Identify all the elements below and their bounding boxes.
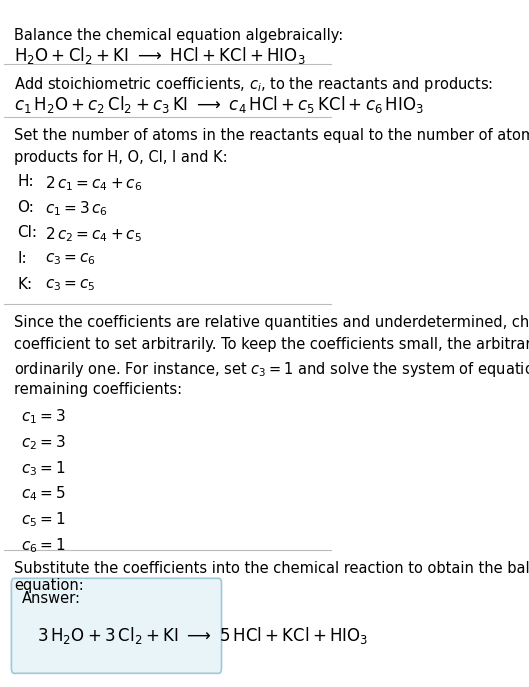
Text: $c_1\,\mathrm{H_2O} + c_2\,\mathrm{Cl_2} + c_3\,\mathrm{KI} \ \longrightarrow \ : $c_1\,\mathrm{H_2O} + c_2\,\mathrm{Cl_2}…	[14, 93, 424, 115]
Text: $c_5 = 1$: $c_5 = 1$	[21, 510, 65, 529]
Text: products for H, O, Cl, I and K:: products for H, O, Cl, I and K:	[14, 150, 227, 165]
Text: H:: H:	[17, 174, 34, 189]
Text: O:: O:	[17, 200, 34, 214]
Text: $c_1 = 3$: $c_1 = 3$	[21, 407, 66, 426]
Text: $c_3 = c_6$: $c_3 = c_6$	[45, 251, 96, 267]
Text: K:: K:	[17, 277, 32, 292]
Text: coefficient to set arbitrarily. To keep the coefficients small, the arbitrary va: coefficient to set arbitrarily. To keep …	[14, 337, 529, 352]
Text: Since the coefficients are relative quantities and underdetermined, choose a: Since the coefficients are relative quan…	[14, 315, 529, 330]
Text: remaining coefficients:: remaining coefficients:	[14, 382, 182, 397]
Text: $\mathrm{H_2O + Cl_2 + KI \ \longrightarrow \ HCl + KCl + HIO_3}$: $\mathrm{H_2O + Cl_2 + KI \ \longrightar…	[14, 45, 306, 66]
Text: Substitute the coefficients into the chemical reaction to obtain the balanced: Substitute the coefficients into the che…	[14, 561, 529, 576]
Text: $3\,\mathrm{H_2O} + 3\,\mathrm{Cl_2} + \mathrm{KI} \ \longrightarrow \ 5\,\mathr: $3\,\mathrm{H_2O} + 3\,\mathrm{Cl_2} + \…	[37, 625, 368, 646]
Text: $c_3 = 1$: $c_3 = 1$	[21, 459, 65, 477]
Text: ordinarily one. For instance, set $c_3 = 1$ and solve the system of equations fo: ordinarily one. For instance, set $c_3 =…	[14, 360, 529, 379]
Text: Balance the chemical equation algebraically:: Balance the chemical equation algebraica…	[14, 28, 343, 43]
Text: $2\,c_1 = c_4 + c_6$: $2\,c_1 = c_4 + c_6$	[45, 174, 142, 192]
Text: $2\,c_2 = c_4 + c_5$: $2\,c_2 = c_4 + c_5$	[45, 225, 142, 244]
Text: $c_3 = c_5$: $c_3 = c_5$	[45, 277, 96, 293]
Text: Answer:: Answer:	[22, 591, 81, 605]
FancyBboxPatch shape	[12, 578, 222, 673]
Text: $c_1 = 3\,c_6$: $c_1 = 3\,c_6$	[45, 200, 108, 218]
Text: $c_4 = 5$: $c_4 = 5$	[21, 484, 65, 504]
Text: Set the number of atoms in the reactants equal to the number of atoms in the: Set the number of atoms in the reactants…	[14, 128, 529, 143]
Text: $c_2 = 3$: $c_2 = 3$	[21, 433, 66, 452]
Text: Add stoichiometric coefficients, $c_i$, to the reactants and products:: Add stoichiometric coefficients, $c_i$, …	[14, 75, 493, 93]
Text: Cl:: Cl:	[17, 225, 37, 240]
Text: $c_6 = 1$: $c_6 = 1$	[21, 537, 65, 555]
Text: equation:: equation:	[14, 578, 84, 593]
Text: I:: I:	[17, 251, 27, 266]
